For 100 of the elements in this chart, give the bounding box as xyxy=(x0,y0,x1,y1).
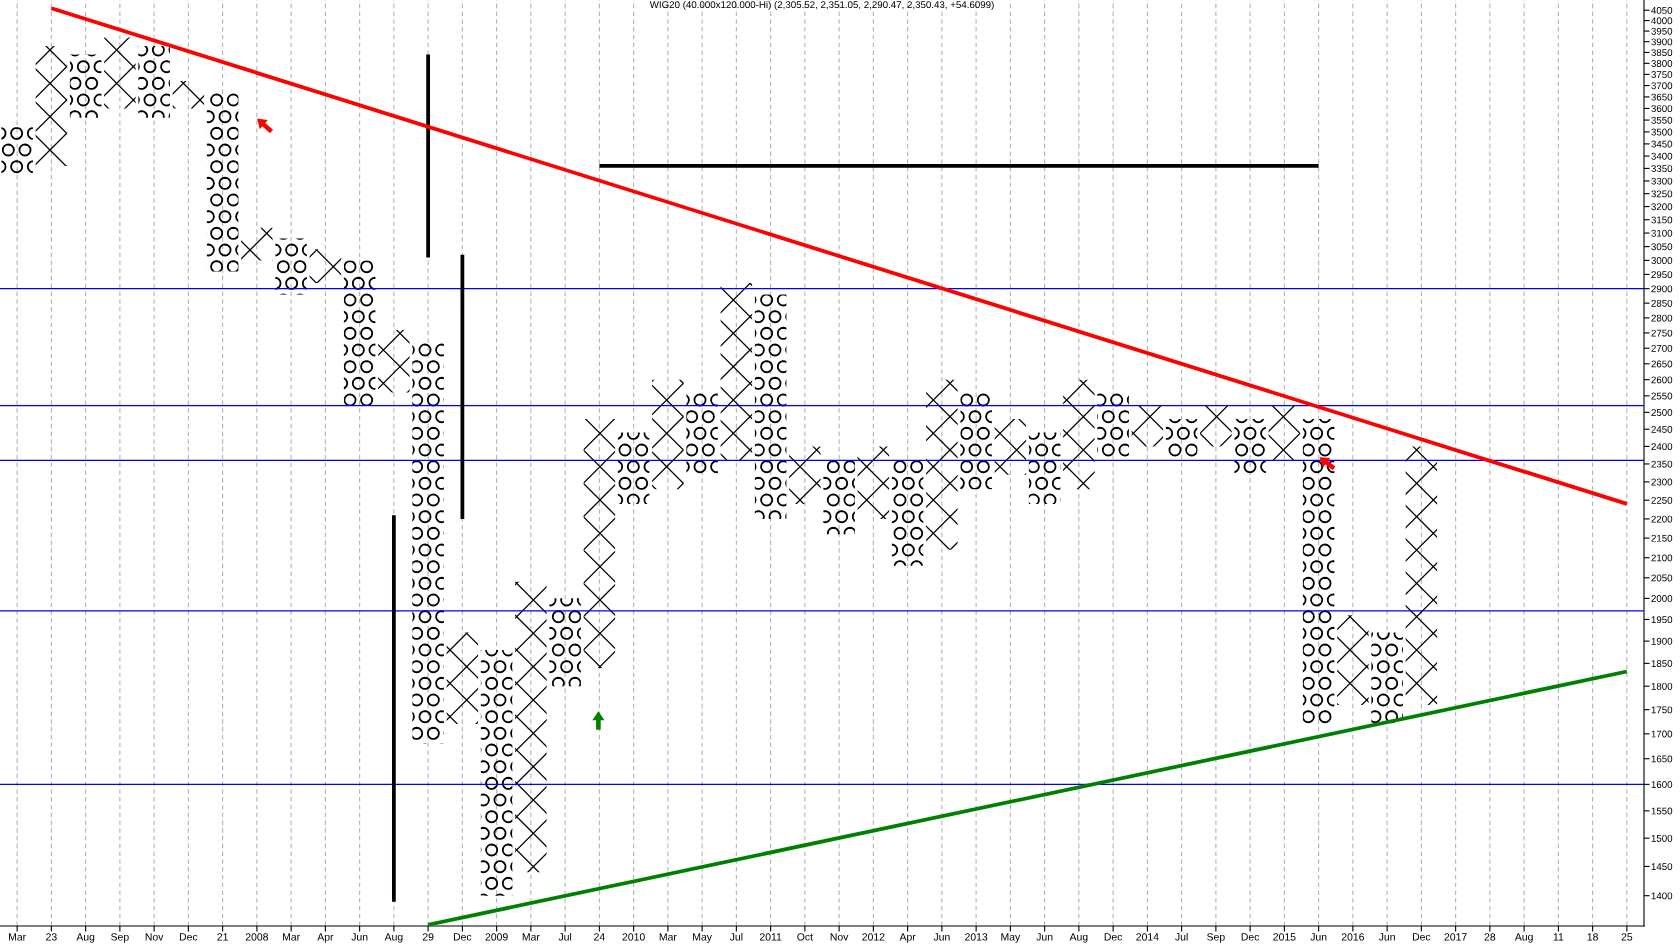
y-tick-label: 3100 xyxy=(1651,229,1673,237)
bar xyxy=(857,446,890,519)
bar xyxy=(1131,405,1164,447)
x-tick-label: 2009 xyxy=(485,933,508,941)
bar xyxy=(378,329,410,393)
bar xyxy=(35,45,68,166)
y-tick-label: 3150 xyxy=(1651,216,1673,224)
x-tick-label: Dec xyxy=(179,933,198,941)
x-tick-label: 25 xyxy=(1621,933,1633,941)
bar xyxy=(789,446,821,504)
x-tick-label: Jun xyxy=(1036,933,1053,941)
y-tick-label: 2350 xyxy=(1651,460,1673,468)
x-tick-label: Jun xyxy=(933,933,950,941)
bar xyxy=(1302,419,1335,725)
bar xyxy=(1371,632,1403,725)
bar xyxy=(1063,379,1095,490)
y-tick-label: 2250 xyxy=(1651,496,1673,504)
x-tick-label: Aug xyxy=(76,933,95,943)
bar xyxy=(206,90,239,272)
x-tick-label: 2012 xyxy=(862,933,885,941)
x-tick-label: Jun xyxy=(351,933,368,941)
y-tick-label: 3450 xyxy=(1651,140,1673,148)
y-tick-label: 3800 xyxy=(1651,60,1673,67)
x-tick-label: Mar xyxy=(283,933,300,941)
bar xyxy=(686,392,718,475)
bar xyxy=(1337,615,1369,705)
bar xyxy=(412,342,444,744)
x-tick-label: May xyxy=(1001,933,1021,943)
x-tick-label: Mar xyxy=(659,933,677,941)
x-tick-label: 11 xyxy=(1553,933,1564,941)
bar xyxy=(426,54,431,258)
y-tick-label: 3350 xyxy=(1651,165,1673,173)
y-tick-label: 3850 xyxy=(1651,49,1673,57)
y-tick-label: 2800 xyxy=(1651,314,1673,322)
y-tick-label: 2200 xyxy=(1651,515,1673,523)
x-tick-label: May xyxy=(693,933,712,943)
y-tick-label: 3650 xyxy=(1651,93,1673,101)
y-tick-label: 3250 xyxy=(1651,190,1673,198)
bar xyxy=(275,238,307,295)
y-tick-label: 2300 xyxy=(1651,478,1673,486)
bar xyxy=(583,419,616,668)
bar xyxy=(1405,446,1438,705)
bar xyxy=(391,515,396,902)
bar xyxy=(104,37,136,109)
bar xyxy=(926,379,958,550)
x-tick-label: Sep xyxy=(111,933,129,943)
bar xyxy=(446,632,479,725)
bar xyxy=(720,282,753,461)
x-tick-label: Mar xyxy=(9,933,26,941)
x-tick-label: Sep xyxy=(1207,933,1225,943)
y-tick-label: 3600 xyxy=(1651,105,1673,113)
y-tick-label: 2500 xyxy=(1651,409,1673,416)
bar xyxy=(1234,419,1266,475)
y-tick-label: 1450 xyxy=(1651,863,1673,871)
bar xyxy=(754,294,787,519)
x-tick-label: Apr xyxy=(317,933,334,943)
x-tick-label: Jul xyxy=(1175,932,1188,941)
x-tick-label: 2015 xyxy=(1273,933,1296,941)
y-tick-label: 2650 xyxy=(1651,360,1673,368)
x-tick-label: 2013 xyxy=(965,933,988,941)
y-tick-label: 1650 xyxy=(1651,755,1673,763)
x-tick-label: Jul xyxy=(729,932,743,941)
y-tick-label: 3950 xyxy=(1651,27,1673,35)
y-tick-label: 2900 xyxy=(1651,285,1673,293)
y-tick-label: 2400 xyxy=(1651,443,1673,451)
y-tick-label: 2950 xyxy=(1651,271,1673,279)
y-tick-label: 2550 xyxy=(1651,392,1673,400)
bar xyxy=(617,432,650,504)
bar xyxy=(69,54,102,118)
bar xyxy=(994,419,1027,475)
bar xyxy=(480,649,513,896)
x-tick-label: 18 xyxy=(1587,933,1598,941)
y-tick-label: 2700 xyxy=(1651,344,1673,352)
bar xyxy=(960,392,992,490)
y-tick-label: 3300 xyxy=(1651,177,1673,185)
x-tick-label: Jun xyxy=(1378,933,1395,941)
y-tick-label: 1600 xyxy=(1651,781,1673,788)
y-tick-label: 2850 xyxy=(1651,299,1673,307)
bar xyxy=(1268,405,1301,461)
y-tick-label: 4050 xyxy=(1651,6,1673,14)
y-tick-label: 1950 xyxy=(1651,616,1673,624)
y-tick-label: 2000 xyxy=(1651,595,1673,602)
chart-title: WIG20 (40.000x120.000-Hi) (2,305.52, 2,351.05, 2,290.47, 2,350.43, +54.6099) xyxy=(649,0,994,10)
y-tick-label: 2050 xyxy=(1651,574,1673,582)
x-tick-label: Jun xyxy=(1310,933,1327,941)
x-tick-label: Dec xyxy=(1104,933,1123,941)
x-tick-label: Mar xyxy=(522,933,540,941)
bar xyxy=(460,254,465,519)
x-tick-label: Dec xyxy=(1241,933,1260,941)
x-tick-label: 2017 xyxy=(1444,933,1467,941)
y-tick-label: 1550 xyxy=(1651,807,1673,815)
x-tick-label: Oct xyxy=(797,933,813,941)
y-tick-label: 3700 xyxy=(1651,82,1673,90)
bar xyxy=(1028,432,1061,504)
bar xyxy=(823,460,855,535)
y-tick-label: 3900 xyxy=(1651,38,1673,46)
x-tick-label: Aug xyxy=(384,933,403,943)
y-tick-label: 3050 xyxy=(1651,243,1673,251)
y-tick-label: 2100 xyxy=(1651,554,1673,562)
bar xyxy=(549,598,581,687)
